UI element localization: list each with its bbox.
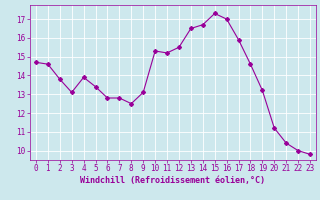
X-axis label: Windchill (Refroidissement éolien,°C): Windchill (Refroidissement éolien,°C): [81, 176, 266, 185]
